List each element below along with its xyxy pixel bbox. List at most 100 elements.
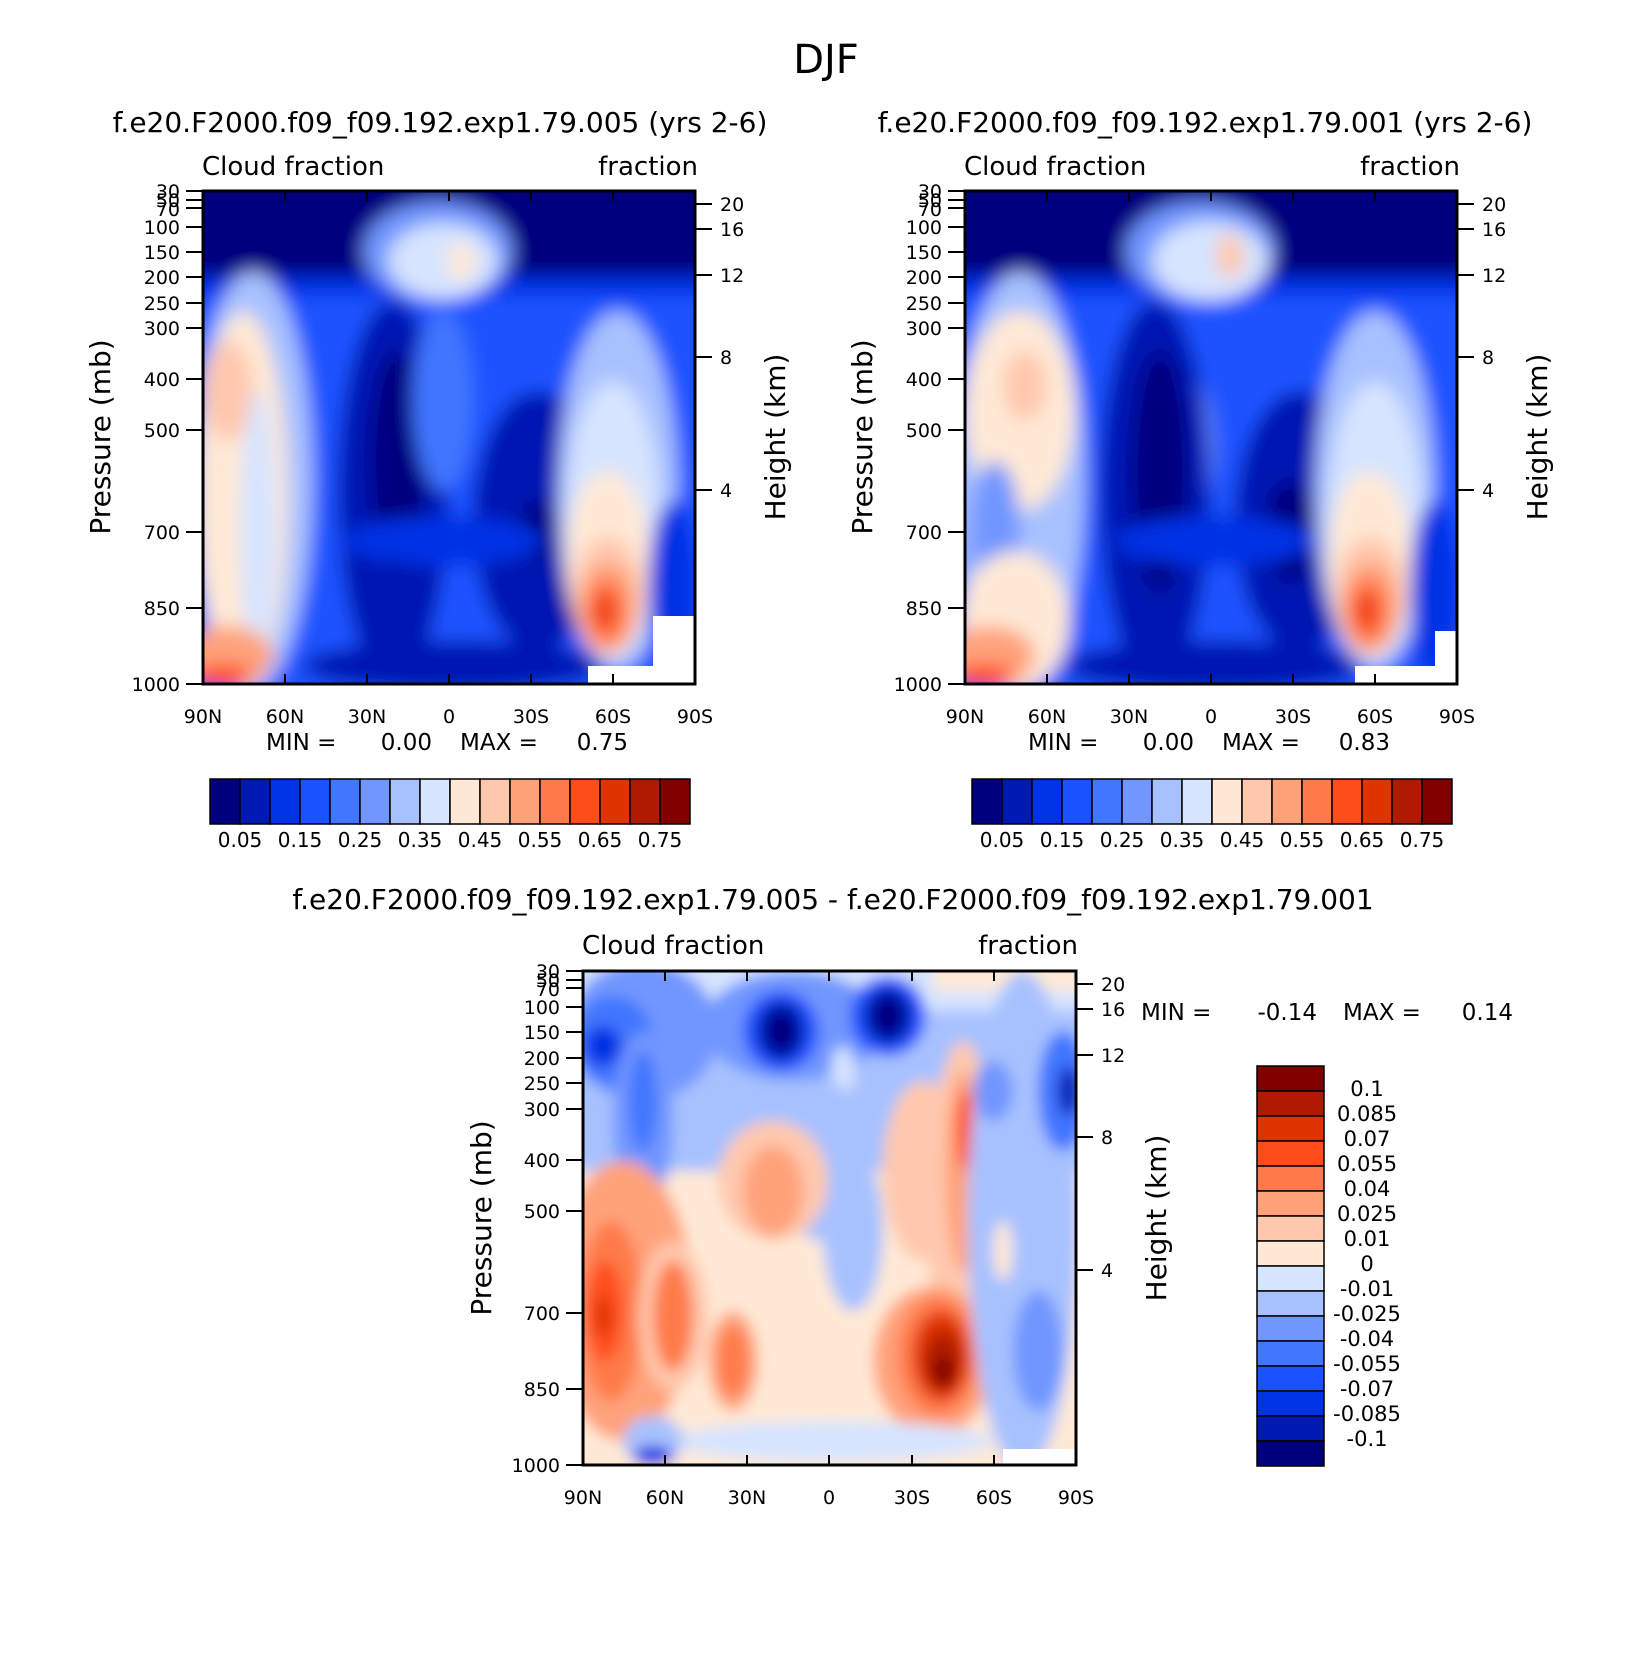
- ytick-label: 300: [906, 318, 942, 340]
- colorbar-swatch: [1091, 778, 1123, 825]
- xtick-label: 90S: [1439, 706, 1475, 728]
- colorbar-swatch: [1241, 778, 1273, 825]
- colorbar-swatch: [1391, 778, 1423, 825]
- colorbar-label: 0.75: [1400, 828, 1445, 852]
- xtick-label: 60N: [266, 706, 304, 728]
- colorbar-swatch: [509, 778, 541, 825]
- xtick-label: 90S: [1058, 1487, 1094, 1509]
- axes-diff: [566, 969, 1093, 1467]
- colorbar-swatch: [1256, 1140, 1325, 1167]
- xtick-label: 90N: [564, 1487, 602, 1509]
- colorbar-swatch: [1256, 1390, 1325, 1417]
- colorbar-swatch: [629, 778, 661, 825]
- y2ticks-case2: 20 16 12 8 4: [1482, 194, 1506, 502]
- colorbar-swatch: [1256, 1415, 1325, 1442]
- ytick-label: 150: [906, 242, 942, 264]
- y2tick-label: 4: [720, 480, 732, 502]
- minmax-case2: MIN = 0.00 MAX = 0.83: [1028, 730, 1390, 756]
- xtick-label: 30N: [1110, 706, 1148, 728]
- colorbar-label: -0.055: [1333, 1352, 1401, 1376]
- ytick-label: 850: [144, 598, 180, 620]
- y2tick-label: 12: [1482, 265, 1506, 287]
- y2ticks-diff: 20 16 12 8 4: [1101, 974, 1125, 1282]
- colorbar-swatch: [1256, 1165, 1325, 1192]
- ylabel-case2: Pressure (mb): [846, 339, 879, 534]
- colorbar-label: 0.05: [980, 828, 1025, 852]
- ytick-label: 30: [156, 181, 180, 203]
- max-value: 0.83: [1339, 730, 1390, 756]
- colorbar-swatch: [209, 778, 241, 825]
- colorbar-label: 0.055: [1337, 1152, 1397, 1176]
- y2tick-label: 20: [1482, 194, 1506, 216]
- xtick-label: 90N: [946, 706, 984, 728]
- ytick-label: 500: [524, 1201, 560, 1223]
- colorbar-swatch: [1181, 778, 1213, 825]
- colorbar-swatch: [1271, 778, 1303, 825]
- xtick-label: 30N: [728, 1487, 766, 1509]
- minmax-case1: MIN = 0.00 MAX = 0.75: [266, 730, 628, 756]
- max-label: MAX =: [1343, 1000, 1421, 1026]
- xtick-label: 0: [1205, 706, 1217, 728]
- ytick-label: 50: [156, 190, 180, 212]
- colorbar-swatch: [1256, 1215, 1325, 1242]
- colorbar-swatch: [1256, 1340, 1325, 1367]
- ytick-label: 200: [906, 267, 942, 289]
- colorbar-swatch: [1256, 1440, 1325, 1467]
- colorbar-case2: [971, 778, 1453, 825]
- colorbar-label: 0.75: [638, 828, 683, 852]
- colorbar-swatch: [1256, 1290, 1325, 1317]
- min-label: MIN =: [266, 730, 336, 756]
- max-value: 0.75: [577, 730, 628, 756]
- max-label: MAX =: [460, 730, 538, 756]
- colorbar-label: 0.45: [458, 828, 503, 852]
- ytick-label: 250: [906, 293, 942, 315]
- ytick-label: 400: [524, 1150, 560, 1172]
- xtick-label: 60S: [595, 706, 631, 728]
- colorbar-label: 0.25: [338, 828, 383, 852]
- colorbar-label: 0.65: [1340, 828, 1385, 852]
- colorbar-swatch: [419, 778, 451, 825]
- colorbar-label: 0.15: [278, 828, 323, 852]
- colorbar-swatch: [1256, 1315, 1325, 1342]
- colorbar-swatch: [389, 778, 421, 825]
- colorbar-diff: [1256, 1065, 1325, 1467]
- xtick-label: 90S: [677, 706, 713, 728]
- colorbar-swatch: [269, 778, 301, 825]
- colorbar-swatch: [1256, 1090, 1325, 1117]
- y2tick-label: 16: [1101, 999, 1125, 1021]
- ytick-label: 1000: [512, 1455, 560, 1477]
- min-value: 0.00: [381, 730, 432, 756]
- ytick-label: 400: [144, 369, 180, 391]
- ytick-label: 850: [524, 1379, 560, 1401]
- ytick-label: 1000: [894, 674, 942, 696]
- y2tick-label: 12: [1101, 1045, 1125, 1067]
- colorbar-label: 0.15: [1040, 828, 1085, 852]
- colorbar-label: 0.025: [1337, 1202, 1397, 1226]
- colorbar-swatch: [1256, 1190, 1325, 1217]
- colorbar-labels-case1: 0.05 0.15 0.25 0.35 0.45 0.55 0.65 0.75: [218, 828, 683, 852]
- right-label-diff: fraction: [978, 931, 1078, 961]
- ytick-label: 150: [524, 1022, 560, 1044]
- right-label-case1: fraction: [598, 152, 698, 182]
- colorbar-swatch: [1331, 778, 1363, 825]
- y2tick-label: 20: [1101, 974, 1125, 996]
- colorbar-swatch: [971, 778, 1003, 825]
- colorbar-label: 0.01: [1344, 1227, 1391, 1251]
- ytick-label: 1000: [132, 674, 180, 696]
- y2label-case1: Height (km): [759, 354, 792, 521]
- contour-field-diff: [583, 971, 1076, 1465]
- ytick-label: 500: [144, 420, 180, 442]
- ytick-label: 400: [906, 369, 942, 391]
- colorbar-swatch: [1031, 778, 1063, 825]
- ytick-label: 150: [144, 242, 180, 264]
- ytick-label: 100: [524, 997, 560, 1019]
- colorbar-label: 0.55: [518, 828, 563, 852]
- xticks-case1: 90N 60N 30N 0 30S 60S 90S: [184, 706, 713, 728]
- colorbar-label: 0.05: [218, 828, 263, 852]
- xtick-label: 30N: [348, 706, 386, 728]
- left-label-case1: Cloud fraction: [202, 152, 384, 182]
- colorbar-swatch: [1121, 778, 1153, 825]
- colorbar-label: 0.07: [1344, 1127, 1391, 1151]
- ytick-label: 70: [918, 199, 942, 221]
